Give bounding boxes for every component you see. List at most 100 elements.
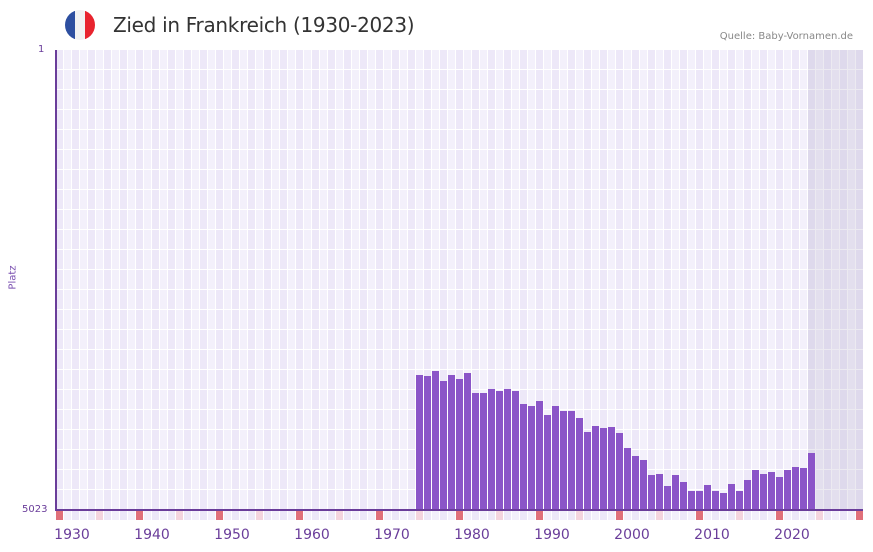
x-tick-label: 1940 (134, 527, 170, 543)
bar-1985[interactable] (512, 391, 519, 510)
x-tick (632, 511, 639, 520)
x-tick (336, 511, 343, 520)
x-tick (560, 511, 567, 520)
x-tick (120, 511, 127, 520)
bar-2015[interactable] (752, 470, 759, 510)
x-tick (656, 511, 663, 520)
x-tick (776, 511, 783, 520)
bar-1980[interactable] (472, 392, 479, 510)
x-tick (568, 511, 575, 520)
x-tick (192, 511, 199, 520)
x-tick (112, 511, 119, 520)
bar-1990[interactable] (552, 406, 559, 510)
bar-2008[interactable] (696, 491, 703, 510)
x-tick (408, 511, 415, 520)
x-tick (344, 511, 351, 520)
bar-1987[interactable] (528, 406, 535, 510)
x-tick (472, 511, 479, 520)
x-tick (208, 511, 215, 520)
x-tick (320, 511, 327, 520)
x-tick-label: 1990 (534, 527, 570, 543)
bar-2001[interactable] (640, 460, 647, 510)
bar-1997[interactable] (608, 427, 615, 510)
x-tick (528, 511, 535, 520)
x-tick (840, 511, 847, 520)
bar-1989[interactable] (544, 415, 551, 510)
x-tick (640, 511, 647, 520)
bar-1993[interactable] (576, 418, 583, 510)
bar-1973[interactable] (416, 375, 423, 510)
bar-1999[interactable] (624, 448, 631, 510)
bar-2014[interactable] (744, 480, 751, 510)
x-tick-label: 1930 (54, 527, 90, 543)
bar-2004[interactable] (664, 486, 671, 510)
x-tick (400, 511, 407, 520)
x-tick-row (56, 511, 863, 520)
y-axis-line (55, 50, 57, 511)
bar-1977[interactable] (448, 375, 455, 510)
plot-area (56, 50, 863, 510)
x-tick (824, 511, 831, 520)
x-tick-label: 1950 (214, 527, 250, 543)
x-tick (800, 511, 807, 520)
bar-2017[interactable] (768, 472, 775, 510)
bar-1981[interactable] (480, 392, 487, 510)
bar-1974[interactable] (424, 376, 431, 510)
bar-1983[interactable] (496, 391, 503, 510)
bar-2002[interactable] (648, 475, 655, 510)
x-tick (328, 511, 335, 520)
x-tick (456, 511, 463, 520)
bar-2019[interactable] (784, 470, 791, 510)
bar-2007[interactable] (688, 491, 695, 510)
bar-2018[interactable] (776, 477, 783, 510)
bar-1984[interactable] (504, 389, 511, 510)
bar-2010[interactable] (712, 491, 719, 510)
bar-2000[interactable] (632, 456, 639, 510)
bar-2009[interactable] (704, 485, 711, 510)
bar-2003[interactable] (656, 474, 663, 510)
x-tick (720, 511, 727, 520)
y-axis-label: Platz (7, 265, 19, 290)
x-tick (216, 511, 223, 520)
bar-1994[interactable] (584, 432, 591, 510)
x-tick (608, 511, 615, 520)
bar-1996[interactable] (600, 428, 607, 510)
x-tick (584, 511, 591, 520)
bar-1975[interactable] (432, 370, 439, 510)
bar-2013[interactable] (736, 491, 743, 510)
bar-2012[interactable] (728, 484, 735, 510)
bar-2020[interactable] (792, 467, 799, 510)
x-tick (664, 511, 671, 520)
x-tick (752, 511, 759, 520)
y-tick-top: 1 (38, 44, 45, 55)
bar-2006[interactable] (680, 482, 687, 510)
bar-1978[interactable] (456, 379, 463, 510)
bar-1998[interactable] (616, 433, 623, 510)
x-tick (272, 511, 279, 520)
source-label[interactable]: Quelle: Baby-Vornamen.de (719, 31, 853, 42)
x-tick (432, 511, 439, 520)
bar-1976[interactable] (440, 380, 447, 510)
bar-1988[interactable] (536, 401, 543, 510)
bar-2022[interactable] (808, 453, 815, 510)
bar-2011[interactable] (720, 493, 727, 510)
bar-1991[interactable] (560, 410, 567, 510)
bar-2016[interactable] (760, 474, 767, 510)
x-tick (768, 511, 775, 520)
x-tick-label: 1980 (454, 527, 490, 543)
x-tick (680, 511, 687, 520)
x-tick (504, 511, 511, 520)
x-tick (72, 511, 79, 520)
x-tick (200, 511, 207, 520)
x-tick (288, 511, 295, 520)
bar-1986[interactable] (520, 404, 527, 510)
bar-2005[interactable] (672, 475, 679, 510)
x-tick-label: 1960 (294, 527, 330, 543)
bar-2021[interactable] (800, 468, 807, 510)
x-tick (672, 511, 679, 520)
bar-1992[interactable] (568, 410, 575, 510)
bar-1982[interactable] (488, 389, 495, 510)
bar-1979[interactable] (464, 372, 471, 510)
x-tick (712, 511, 719, 520)
bar-1995[interactable] (592, 426, 599, 510)
